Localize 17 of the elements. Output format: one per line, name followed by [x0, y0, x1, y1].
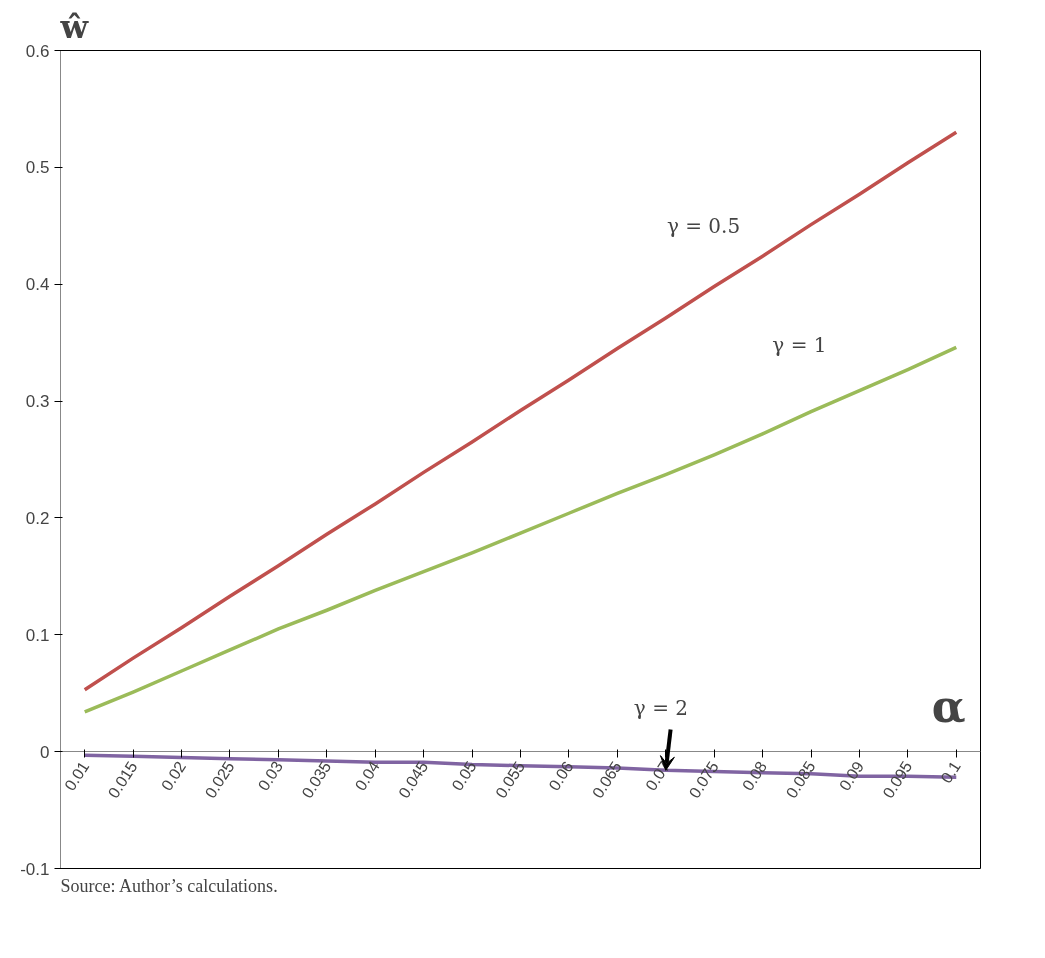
x-axis-title: α — [931, 680, 966, 732]
x-tick-label: 0.1 — [937, 758, 964, 787]
line-series — [82, 130, 959, 692]
y-tick-label: 0 — [40, 742, 50, 762]
y-tick-label: 0.6 — [25, 41, 50, 61]
annotation: γ = 2 — [633, 695, 688, 720]
x-tick-label: 0.01 — [61, 758, 93, 794]
y-tick-label: 0.2 — [25, 508, 50, 528]
y-axis-title: ŵ — [59, 7, 90, 46]
y-tick-label: -0.1 — [20, 859, 50, 879]
y-tick-label: 0.3 — [25, 392, 50, 412]
y-tick-label: 0.5 — [25, 158, 50, 178]
annotation: γ = 1 — [772, 332, 827, 357]
source-note: Source: Author’s calculations. — [60, 875, 278, 896]
y-tick-label: 0.1 — [25, 625, 50, 645]
y-tick-label: 0.4 — [25, 275, 50, 295]
annotation: γ = 0.5 — [666, 214, 741, 239]
